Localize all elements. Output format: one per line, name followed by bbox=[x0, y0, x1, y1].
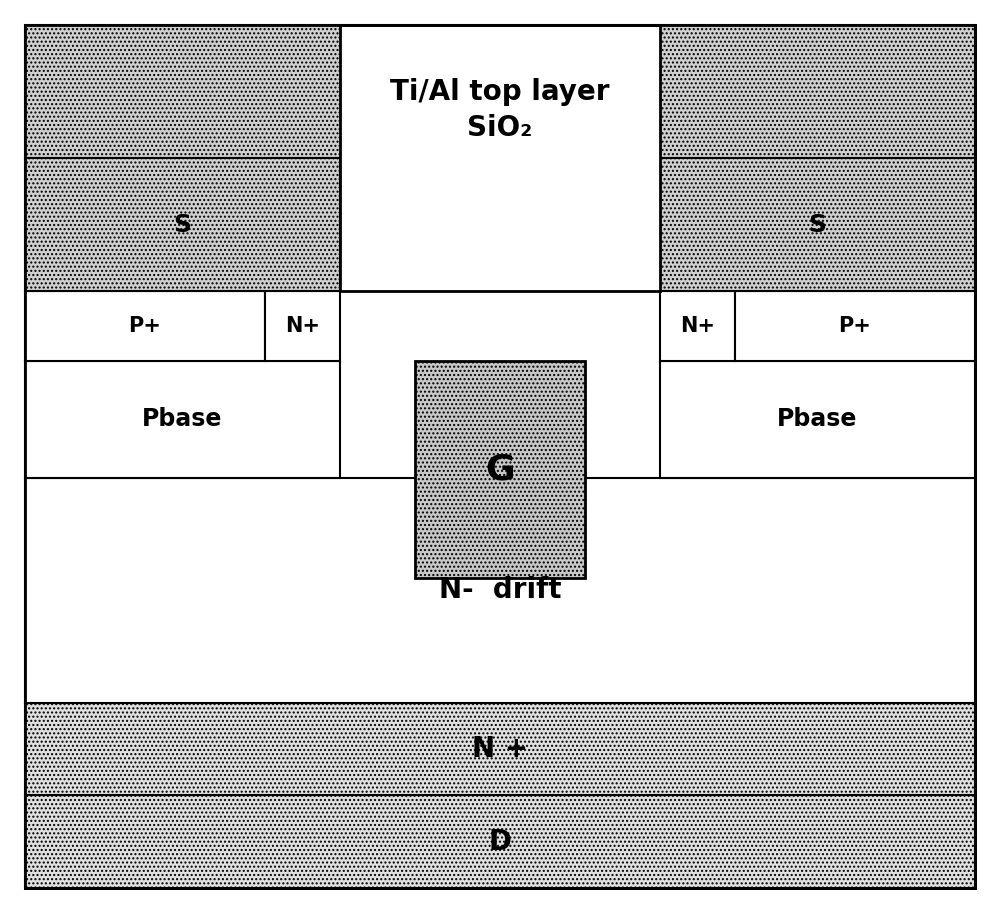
Text: S: S bbox=[809, 213, 827, 236]
Bar bbox=[735, 291, 975, 361]
Text: P+: P+ bbox=[839, 316, 871, 336]
Text: G: G bbox=[485, 453, 515, 487]
Bar bbox=[660, 361, 975, 478]
Bar bbox=[415, 361, 585, 578]
Bar bbox=[25, 361, 340, 478]
Text: D: D bbox=[488, 827, 512, 855]
Bar bbox=[25, 291, 265, 361]
Text: N-  drift: N- drift bbox=[439, 576, 561, 604]
Text: N +: N + bbox=[472, 735, 528, 763]
Bar bbox=[340, 25, 660, 291]
Bar bbox=[660, 291, 735, 361]
Text: SiO₂: SiO₂ bbox=[467, 114, 533, 142]
Text: N+: N+ bbox=[285, 316, 320, 336]
Bar bbox=[25, 795, 975, 888]
Text: P+: P+ bbox=[129, 316, 161, 336]
Bar bbox=[265, 291, 340, 361]
Bar bbox=[25, 25, 975, 158]
Text: S: S bbox=[174, 213, 192, 236]
Bar bbox=[25, 703, 975, 795]
Text: N+: N+ bbox=[680, 316, 715, 336]
Bar bbox=[660, 158, 975, 291]
Bar bbox=[415, 361, 585, 578]
Bar bbox=[25, 158, 340, 291]
Text: Pbase: Pbase bbox=[142, 407, 223, 432]
Text: Pbase: Pbase bbox=[777, 407, 858, 432]
Text: Ti/Al top layer: Ti/Al top layer bbox=[390, 78, 610, 106]
Bar bbox=[25, 478, 975, 703]
